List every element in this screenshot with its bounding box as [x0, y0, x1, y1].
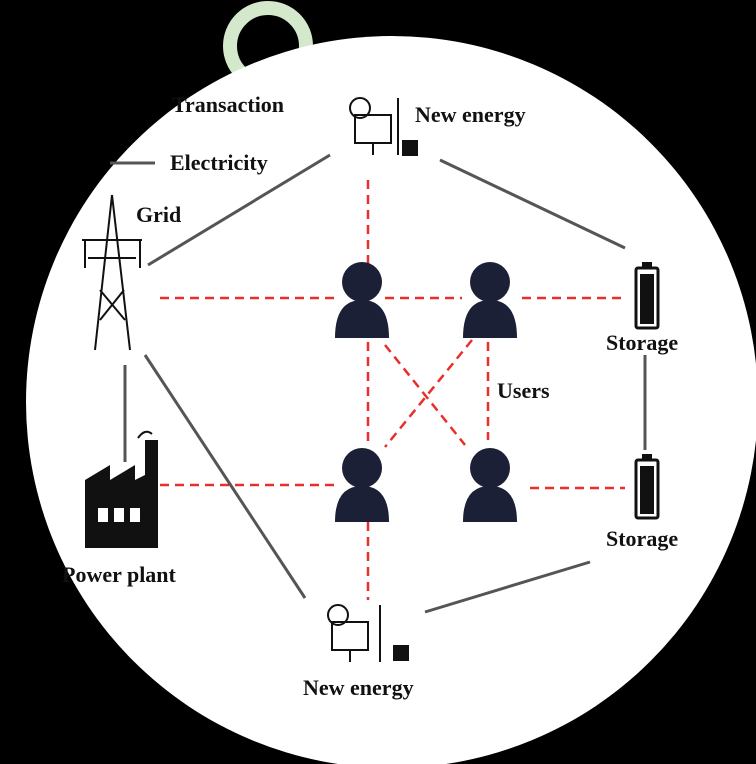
node-label: New energy: [415, 102, 526, 127]
node-label: Users: [497, 378, 550, 403]
legend-electricity: Electricity: [170, 150, 268, 175]
node-label: Grid: [136, 202, 181, 227]
node-label: Storage: [606, 330, 678, 355]
legend-transaction: Transaction: [172, 92, 284, 117]
storage-icon: [634, 454, 660, 520]
circle: [26, 36, 756, 764]
node-label: Storage: [606, 526, 678, 551]
new-energy-icon: [349, 97, 418, 156]
node-label: New energy: [303, 675, 414, 700]
grid-icon: [82, 194, 142, 351]
users-icons: [335, 262, 517, 522]
node-label: Power plant: [62, 562, 177, 587]
electricity-lines: [110, 153, 647, 614]
power-plant-icon: [85, 430, 158, 548]
storage-icon: [634, 262, 660, 330]
transaction-lines: [160, 180, 625, 600]
new-energy-icon: [327, 604, 409, 662]
